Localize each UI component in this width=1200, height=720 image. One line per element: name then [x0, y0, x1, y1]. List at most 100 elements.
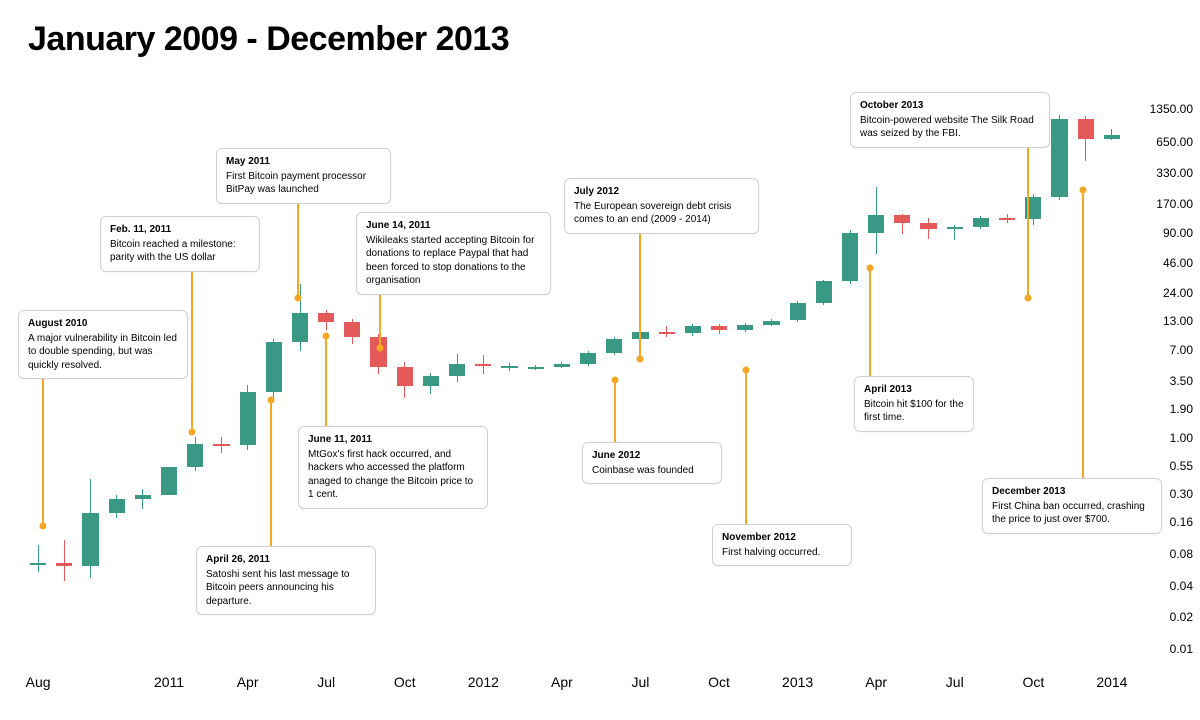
candle-body: [816, 281, 832, 302]
annotation-connector: [297, 194, 299, 298]
candle-body: [763, 321, 779, 325]
candle-body: [344, 322, 360, 336]
candle-body: [920, 223, 936, 229]
annotation-dot: [1080, 187, 1087, 194]
annotation-title: December 2013: [992, 485, 1152, 499]
x-tick-label: Jul: [946, 674, 964, 690]
x-tick-label: Apr: [865, 674, 887, 690]
candle-body: [947, 227, 963, 229]
y-tick-label: 330.00: [1133, 166, 1193, 180]
y-tick-label: 0.08: [1133, 547, 1193, 561]
candle-body: [999, 218, 1015, 220]
annotation-connector: [270, 400, 272, 546]
candle-body: [554, 364, 570, 367]
annotation-box: June 14, 2011Wikileaks started accepting…: [356, 212, 551, 295]
annotation-box: October 2013Bitcoin-powered website The …: [850, 92, 1050, 148]
y-tick-label: 0.55: [1133, 459, 1193, 473]
candle-body: [161, 467, 177, 495]
annotation-title: November 2012: [722, 531, 842, 545]
annotation-title: April 2013: [864, 383, 964, 397]
annotation-body: First China ban occurred, crashing the p…: [992, 501, 1145, 526]
annotation-box: June 11, 2011 MtGox's first hack occurred…: [298, 426, 488, 509]
annotation-box: Feb. 11, 2011 Bitcoin reached a milestone…: [100, 216, 260, 272]
x-tick-label: Oct: [708, 674, 730, 690]
candle-body: [292, 313, 308, 342]
y-tick-label: 170.00: [1133, 197, 1193, 211]
y-tick-label: 0.04: [1133, 579, 1193, 593]
candle-body: [318, 313, 334, 322]
candle-body: [868, 215, 884, 233]
candle-body: [842, 233, 858, 281]
x-tick-label: 2014: [1096, 674, 1127, 690]
x-tick-label: Oct: [1022, 674, 1044, 690]
candle-body: [423, 376, 439, 386]
annotation-body: MtGox's first hack occurred, and hackers…: [308, 449, 473, 501]
candle-body: [973, 218, 989, 227]
annotation-connector: [614, 380, 616, 442]
annotation-body: Bitcoin reached a milestone: parity with…: [110, 239, 236, 264]
annotation-box: April 26, 2011Satoshi sent his last mess…: [196, 546, 376, 615]
candle-body: [397, 367, 413, 386]
y-tick-label: 7.00: [1133, 343, 1193, 357]
candle-body: [187, 444, 203, 467]
annotation-title: April 26, 2011: [206, 553, 366, 567]
candle-body: [1078, 119, 1094, 138]
annotation-body: The European sovereign debt crisis comes…: [574, 201, 731, 226]
annotation-box: July 2012The European sovereign debt cri…: [564, 178, 759, 234]
y-tick-label: 0.02: [1133, 610, 1193, 624]
candle-body: [449, 364, 465, 376]
annotation-box: June 2012Coinbase was founded: [582, 442, 722, 484]
annotation-box: November 2012 First halving occurred.: [712, 524, 852, 566]
candle-body: [711, 326, 727, 330]
candle-body: [135, 495, 151, 500]
annotation-connector: [1082, 190, 1084, 478]
y-tick-label: 0.01: [1133, 642, 1193, 656]
candle-body: [737, 325, 753, 330]
candle-body: [1051, 119, 1067, 197]
annotation-box: August 2010A major vulnerability in Bitc…: [18, 310, 188, 379]
y-tick-label: 1350.00: [1133, 102, 1193, 116]
annotation-box: December 2013 First China ban occurred, c…: [982, 478, 1162, 534]
page-title: January 2009 - December 2013: [28, 20, 509, 59]
candle-body: [606, 339, 622, 352]
x-tick-label: 2011: [154, 674, 184, 690]
annotation-connector: [191, 264, 193, 432]
y-tick-label: 13.00: [1133, 314, 1193, 328]
annotation-title: August 2010: [28, 317, 178, 331]
annotation-connector: [379, 288, 381, 348]
annotation-title: Feb. 11, 2011: [110, 223, 250, 237]
annotation-connector: [639, 223, 641, 359]
y-tick-label: 1.00: [1133, 431, 1193, 445]
x-tick-label: 2012: [468, 674, 499, 690]
candle-body: [1104, 135, 1120, 139]
x-tick-label: Oct: [394, 674, 416, 690]
annotation-connector: [869, 268, 871, 376]
candle-body: [109, 499, 125, 513]
candle-body: [894, 215, 910, 222]
annotation-body: Bitcoin hit $100 for the first time.: [864, 399, 964, 424]
annotation-title: June 11, 2011: [308, 433, 478, 447]
annotation-dot: [1025, 295, 1032, 302]
annotation-dot: [40, 523, 47, 530]
annotation-body: Coinbase was founded: [592, 465, 694, 476]
annotation-dot: [268, 397, 275, 404]
annotation-dot: [377, 345, 384, 352]
candle-body: [266, 342, 282, 392]
annotation-dot: [323, 333, 330, 340]
annotation-body: First Bitcoin payment processor BitPay w…: [226, 171, 366, 196]
y-tick-label: 1.90: [1133, 402, 1193, 416]
x-tick-label: Jul: [632, 674, 650, 690]
candle-body: [82, 513, 98, 566]
candle-body: [528, 367, 544, 369]
candle-body: [56, 563, 72, 566]
y-tick-label: 650.00: [1133, 135, 1193, 149]
y-tick-label: 3.50: [1133, 374, 1193, 388]
annotation-connector: [745, 370, 747, 524]
candle-wick: [64, 540, 65, 581]
candle-body: [685, 326, 701, 333]
x-tick-label: 2013: [782, 674, 813, 690]
x-tick-label: Apr: [551, 674, 573, 690]
candle-wick: [38, 545, 39, 572]
annotation-body: First halving occurred.: [722, 547, 820, 558]
annotation-title: June 14, 2011: [366, 219, 541, 233]
